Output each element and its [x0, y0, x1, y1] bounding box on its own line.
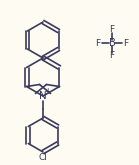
Text: F: F: [123, 38, 129, 48]
Text: N: N: [39, 91, 47, 101]
Text: +: +: [44, 87, 51, 97]
Text: F: F: [109, 51, 115, 61]
Text: F: F: [109, 26, 115, 34]
Text: Cl: Cl: [39, 152, 47, 162]
Text: B: B: [109, 38, 115, 48]
Text: F: F: [95, 38, 100, 48]
